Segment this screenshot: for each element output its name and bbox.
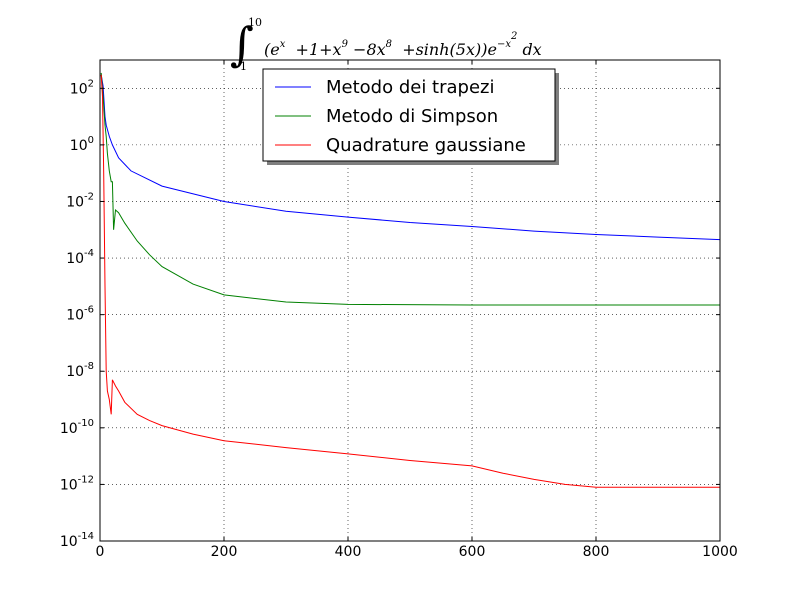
grid-lines: [100, 60, 720, 541]
y-tick-label: 10-2: [66, 191, 94, 210]
x-tick-label: 1000: [702, 544, 738, 560]
axis-ticks: 0 200 400 600 800 1000 102 100 10-2 10-4 10-6 10-8 1…: [60, 60, 738, 560]
y-tick-label: 100: [70, 135, 94, 154]
y-tick-label: 10-8: [66, 361, 94, 380]
x-tick-label: 800: [583, 544, 610, 560]
title-upper-limit: 10: [248, 16, 262, 29]
integral-sign: ∫: [230, 17, 254, 71]
chart-title: ∫ 10 1 (ex +1+x9 −8x8 +sinh(5x))e−x2 dx: [226, 16, 606, 76]
series-line-2: [100, 72, 720, 306]
title-integrand: (ex +1+x9 −8x8 +sinh(5x))e−x2 dx: [264, 31, 542, 59]
x-tick-label: 200: [211, 544, 238, 560]
title-lower-limit: 1: [240, 60, 247, 73]
legend-label: Metodo dei trapezi: [326, 77, 495, 98]
legend-box: [262, 68, 556, 162]
legend-label: Metodo di Simpson: [326, 106, 498, 127]
y-tick-label: 10-12: [60, 474, 94, 493]
legend: Metodo dei trapezi Metodo di Simpson Quadr…: [262, 68, 559, 165]
y-tick-label: 10-4: [66, 248, 94, 267]
legend-label: Quadrature gaussiane: [326, 135, 526, 156]
x-tick-label: 400: [335, 544, 362, 560]
y-tick-label: 10-10: [60, 418, 94, 437]
y-tick-label: 102: [70, 78, 94, 97]
x-tick-label: 600: [459, 544, 486, 560]
series-line-3: [100, 74, 720, 488]
plot-frame: [99, 59, 721, 542]
series-line-1: [100, 74, 720, 241]
y-tick-label: 10-14: [60, 531, 94, 550]
y-tick-label: 10-6: [66, 305, 94, 324]
x-tick-label: 0: [96, 544, 105, 560]
plot-lines: [100, 72, 720, 488]
